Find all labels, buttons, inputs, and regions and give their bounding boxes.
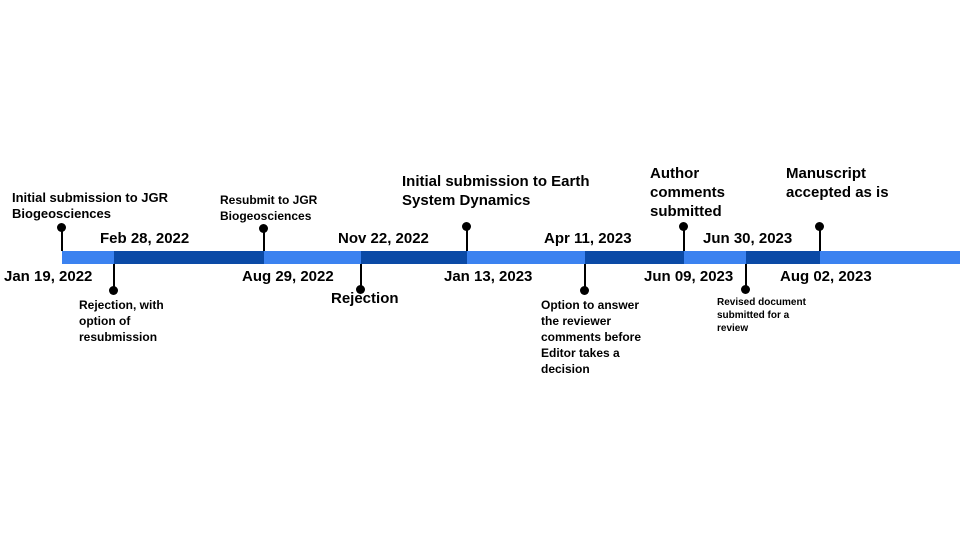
timeline-segment (820, 251, 960, 264)
event-marker (462, 222, 471, 231)
event-pin (466, 229, 468, 251)
event-label: Resubmit to JGR Biogeosciences (220, 193, 318, 223)
timeline-segment (114, 251, 264, 264)
event-label: Initial submission to Earth System Dynam… (402, 173, 590, 209)
event-label: Rejection (331, 290, 399, 307)
event-pin (819, 229, 821, 251)
event-date: Jan 13, 2023 (444, 268, 533, 285)
timeline-bar (62, 251, 960, 264)
event-marker (815, 222, 824, 231)
event-date: Jun 30, 2023 (703, 230, 793, 247)
timeline-segment (746, 251, 820, 264)
timeline-segment (62, 251, 114, 264)
event-label: Initial submission to JGR Biogeosciences (12, 190, 169, 221)
event-date: Aug 29, 2022 (242, 268, 334, 285)
timeline-segment (361, 251, 467, 264)
timeline-segment (264, 251, 361, 264)
event-pin (263, 229, 265, 251)
event-pin (683, 229, 685, 251)
event-label: Manuscript accepted as is (786, 165, 889, 201)
event-date: Jun 09, 2023 (644, 268, 734, 285)
event-date: Apr 11, 2023 (544, 230, 632, 247)
event-marker (57, 223, 66, 232)
event-label: Rejection, with option of resubmission (79, 298, 164, 344)
event-date: Feb 28, 2022 (100, 230, 190, 247)
event-pin (360, 264, 362, 289)
event-pin (61, 227, 63, 251)
event-marker (356, 285, 365, 294)
timeline-segment (585, 251, 684, 264)
event-label: Revised document submitted for a review (717, 297, 806, 334)
timeline-segment (684, 251, 746, 264)
event-marker (580, 286, 589, 295)
event-marker (259, 224, 268, 233)
event-label: Option to answer the reviewer comments b… (541, 298, 642, 376)
event-pin (745, 264, 747, 289)
event-date: Nov 22, 2022 (338, 230, 429, 247)
event-label: Author comments submitted (650, 165, 726, 220)
event-date: Jan 19, 2022 (4, 268, 93, 285)
event-marker (679, 222, 688, 231)
timeline-segment (467, 251, 585, 264)
event-date: Aug 02, 2023 (780, 268, 872, 285)
event-marker (741, 285, 750, 294)
event-pin (113, 264, 115, 290)
event-pin (584, 264, 586, 291)
event-marker (109, 286, 118, 295)
